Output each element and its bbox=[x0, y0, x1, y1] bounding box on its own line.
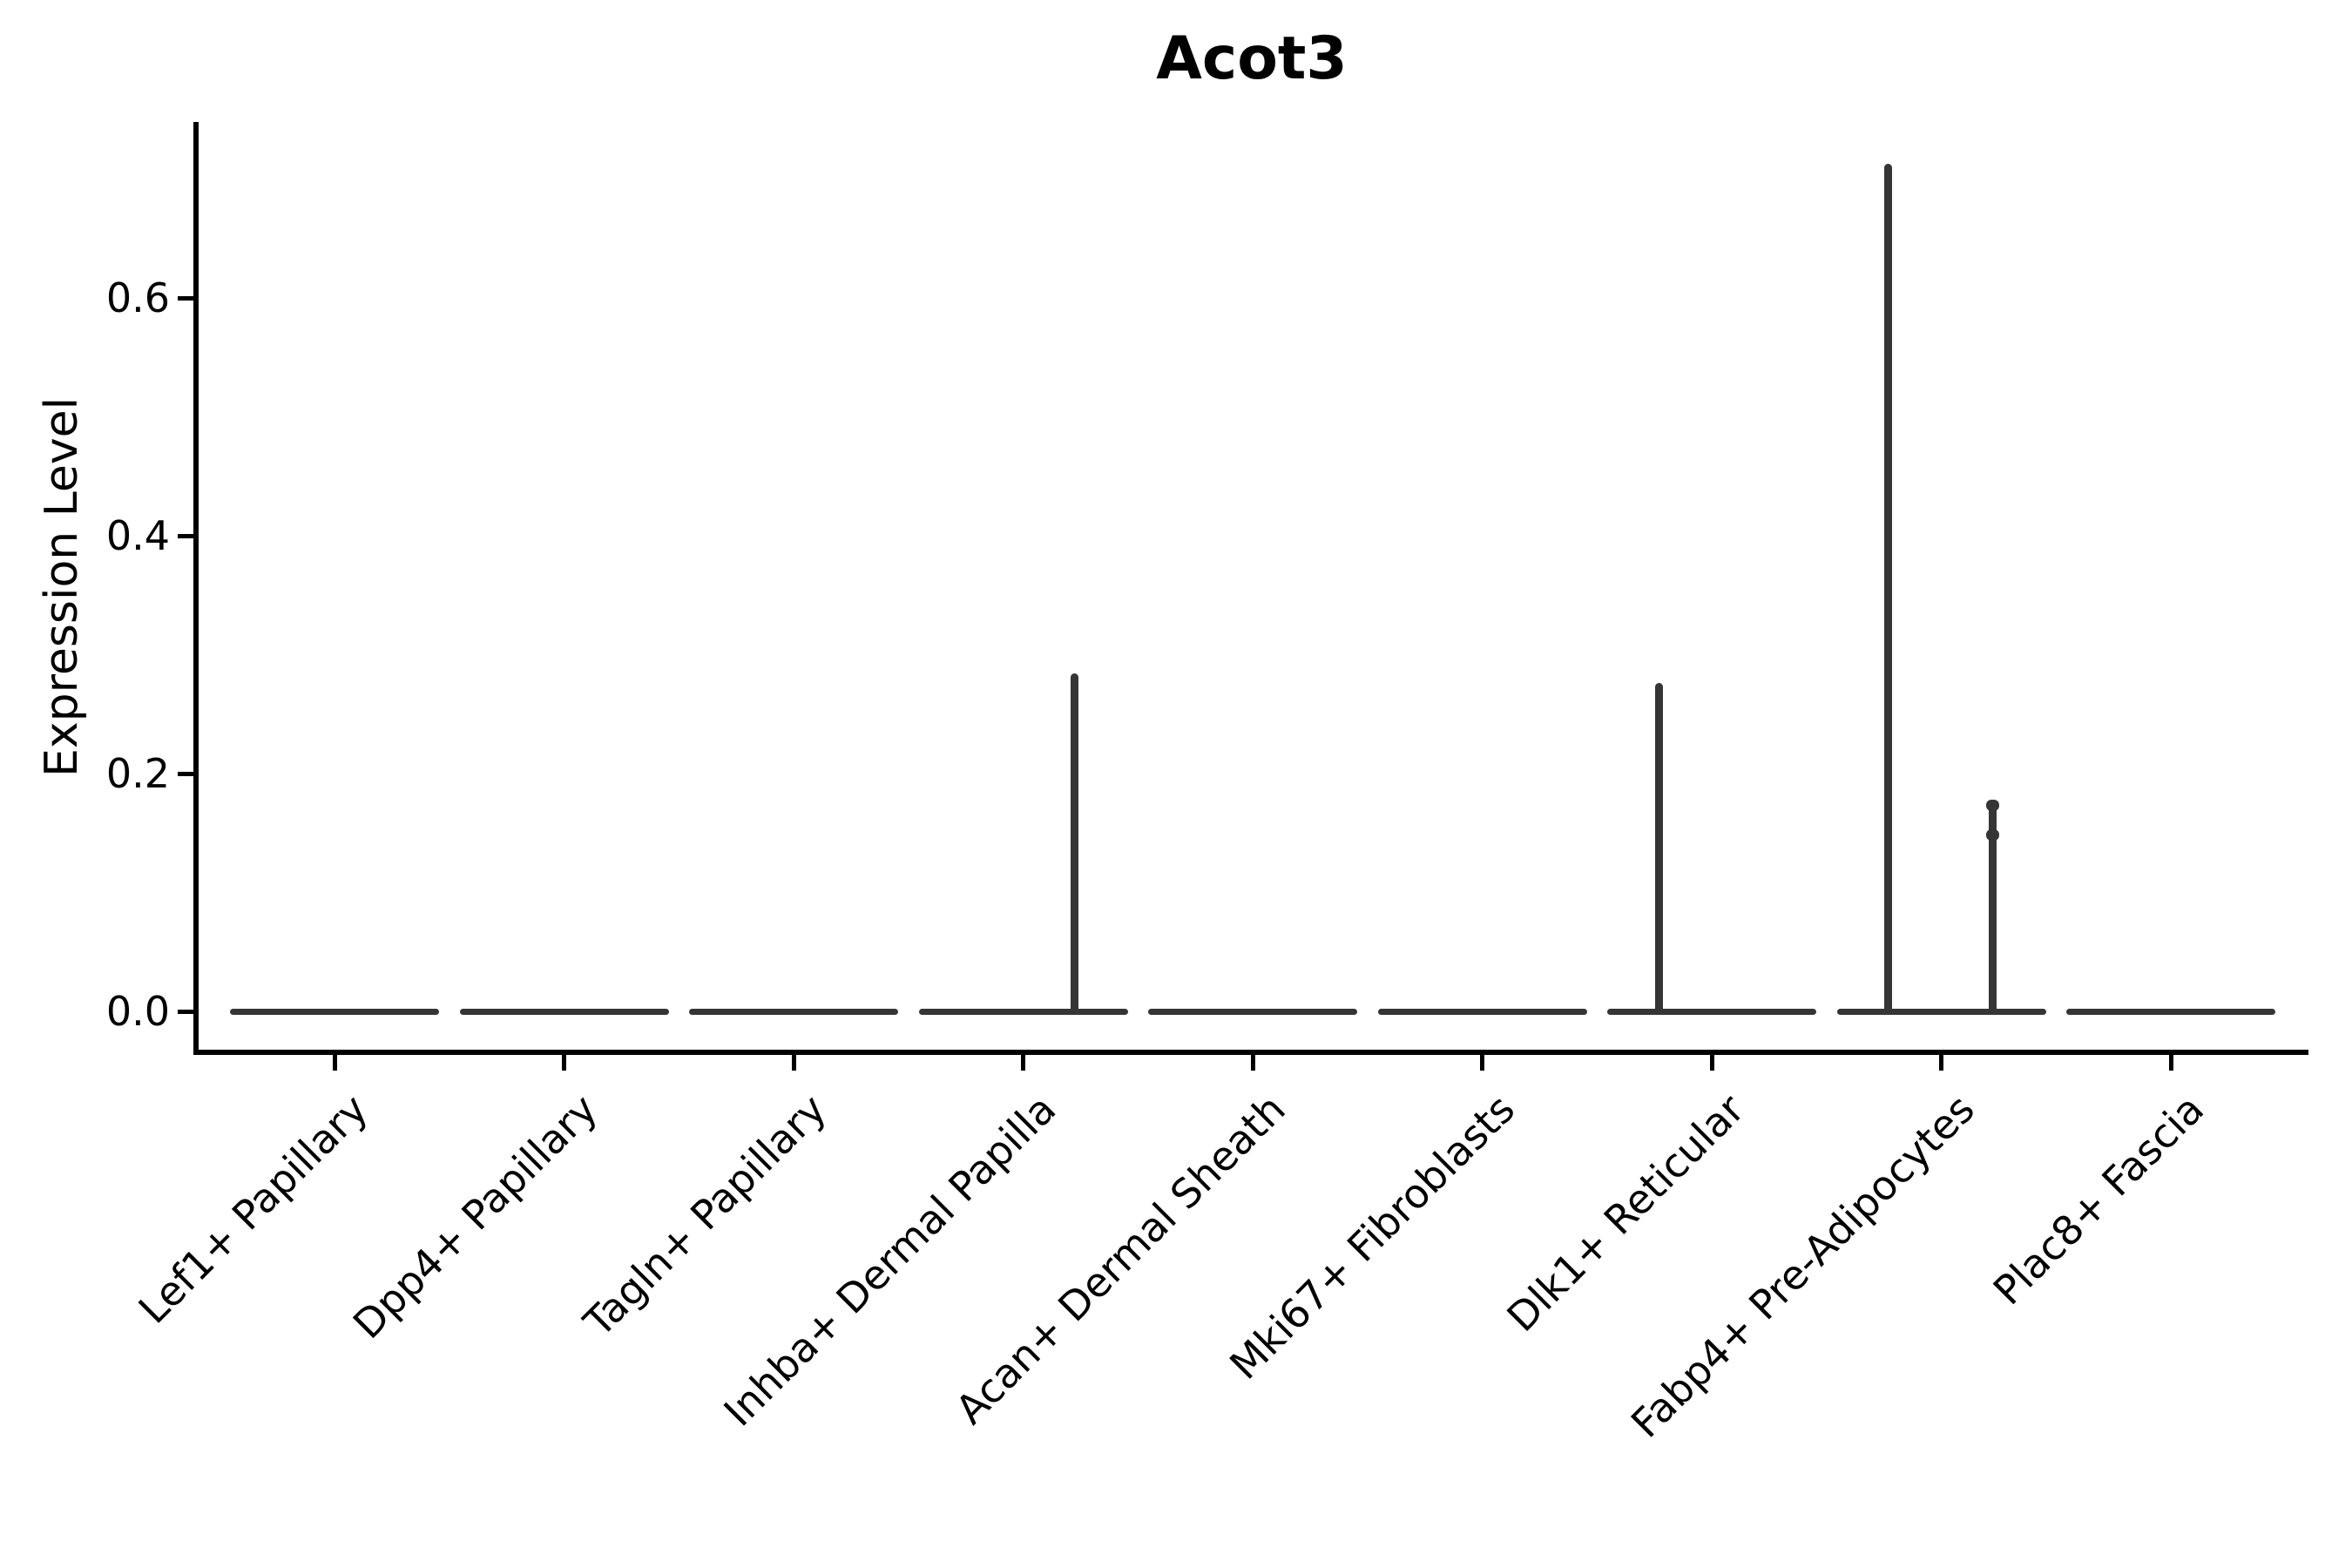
violin-spike bbox=[1071, 673, 1079, 1014]
y-axis-spine bbox=[193, 122, 199, 1055]
y-tick bbox=[178, 1009, 193, 1014]
x-tick bbox=[791, 1055, 796, 1071]
y-tick bbox=[178, 533, 193, 538]
y-tick bbox=[178, 771, 193, 776]
violin-spike bbox=[1655, 683, 1664, 1014]
violin-base bbox=[1377, 1008, 1587, 1015]
x-tick-label: Dlk1+ Reticular bbox=[1497, 1085, 1754, 1342]
y-axis-label: Expression Level bbox=[36, 396, 88, 778]
violin-base bbox=[230, 1008, 439, 1015]
x-axis-spine bbox=[193, 1050, 2308, 1055]
violin-base bbox=[689, 1008, 898, 1015]
x-tick-label: Tagln+ Papillary bbox=[575, 1085, 836, 1346]
y-tick-label: 0.0 bbox=[105, 988, 170, 1035]
violin-density-knob bbox=[1986, 800, 2000, 812]
violin-base bbox=[918, 1008, 1128, 1015]
y-tick bbox=[178, 295, 193, 301]
x-tick bbox=[1709, 1055, 1714, 1071]
x-tick bbox=[562, 1055, 566, 1071]
y-tick-label: 0.2 bbox=[105, 750, 170, 797]
x-tick bbox=[1250, 1055, 1255, 1071]
x-tick-label: Plac8+ Fascia bbox=[1984, 1085, 2213, 1315]
chart-title: Acot3 bbox=[1156, 24, 1348, 93]
x-tick bbox=[1021, 1055, 1025, 1071]
y-tick-label: 0.4 bbox=[105, 512, 170, 559]
violin-density-knob bbox=[1986, 829, 2000, 841]
x-tick bbox=[1480, 1055, 1484, 1071]
x-tick bbox=[1939, 1055, 1943, 1071]
x-tick bbox=[2168, 1055, 2173, 1071]
violin-base bbox=[2066, 1008, 2275, 1015]
x-tick bbox=[332, 1055, 337, 1071]
violin-base bbox=[1607, 1008, 1816, 1015]
x-tick-label: Lef1+ Papillary bbox=[129, 1085, 377, 1333]
violin-spike bbox=[1884, 163, 1893, 1014]
y-tick-label: 0.6 bbox=[105, 274, 170, 321]
violin-base bbox=[459, 1008, 669, 1015]
violin-base bbox=[1836, 1008, 2046, 1015]
x-tick-label: Dpp4+ Papillary bbox=[343, 1085, 606, 1348]
violin-base bbox=[1148, 1008, 1357, 1015]
violin-spike bbox=[1989, 800, 1997, 1014]
